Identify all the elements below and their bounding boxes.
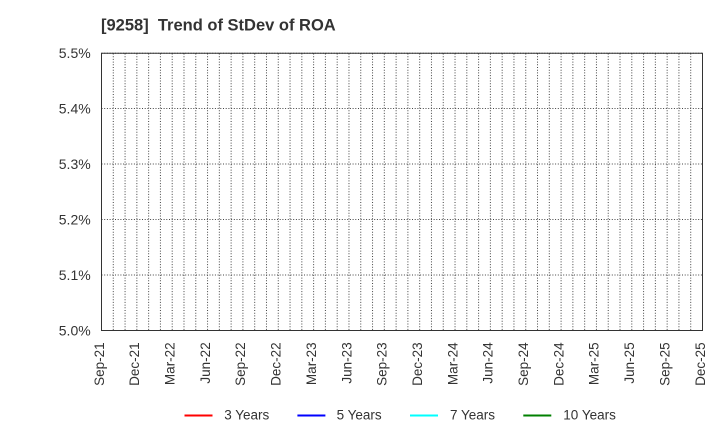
svg-text:7 Years: 7 Years	[450, 408, 495, 423]
svg-text:Jun-25: Jun-25	[622, 342, 637, 383]
svg-text:5.0%: 5.0%	[59, 322, 91, 338]
svg-text:5.2%: 5.2%	[59, 211, 91, 227]
svg-text:Mar-22: Mar-22	[163, 342, 178, 385]
svg-text:Jun-23: Jun-23	[339, 342, 354, 383]
svg-text:Dec-21: Dec-21	[127, 342, 142, 386]
svg-text:10 Years: 10 Years	[563, 408, 616, 423]
svg-text:Jun-22: Jun-22	[198, 342, 213, 383]
svg-text:Sep-21: Sep-21	[92, 342, 107, 386]
svg-text:5.4%: 5.4%	[59, 100, 91, 116]
svg-text:3 Years: 3 Years	[224, 408, 269, 423]
svg-text:Mar-23: Mar-23	[304, 342, 319, 385]
svg-text:5 Years: 5 Years	[337, 408, 382, 423]
svg-text:5.3%: 5.3%	[59, 156, 91, 172]
svg-text:Sep-23: Sep-23	[375, 342, 390, 386]
svg-text:Jun-24: Jun-24	[481, 342, 496, 384]
svg-text:[9258] Trend of StDev of ROA: [9258] Trend of StDev of ROA	[101, 17, 336, 35]
svg-text:5.5%: 5.5%	[59, 45, 91, 61]
svg-text:Sep-25: Sep-25	[657, 342, 672, 386]
svg-text:Dec-23: Dec-23	[410, 342, 425, 386]
svg-text:Sep-24: Sep-24	[516, 342, 531, 386]
svg-text:5.1%: 5.1%	[59, 267, 91, 283]
svg-text:Dec-25: Dec-25	[693, 342, 708, 386]
svg-text:Mar-24: Mar-24	[445, 342, 460, 385]
svg-text:Dec-22: Dec-22	[269, 342, 284, 386]
svg-text:Dec-24: Dec-24	[551, 342, 566, 386]
svg-text:Sep-22: Sep-22	[233, 342, 248, 386]
svg-text:Mar-25: Mar-25	[587, 342, 602, 385]
